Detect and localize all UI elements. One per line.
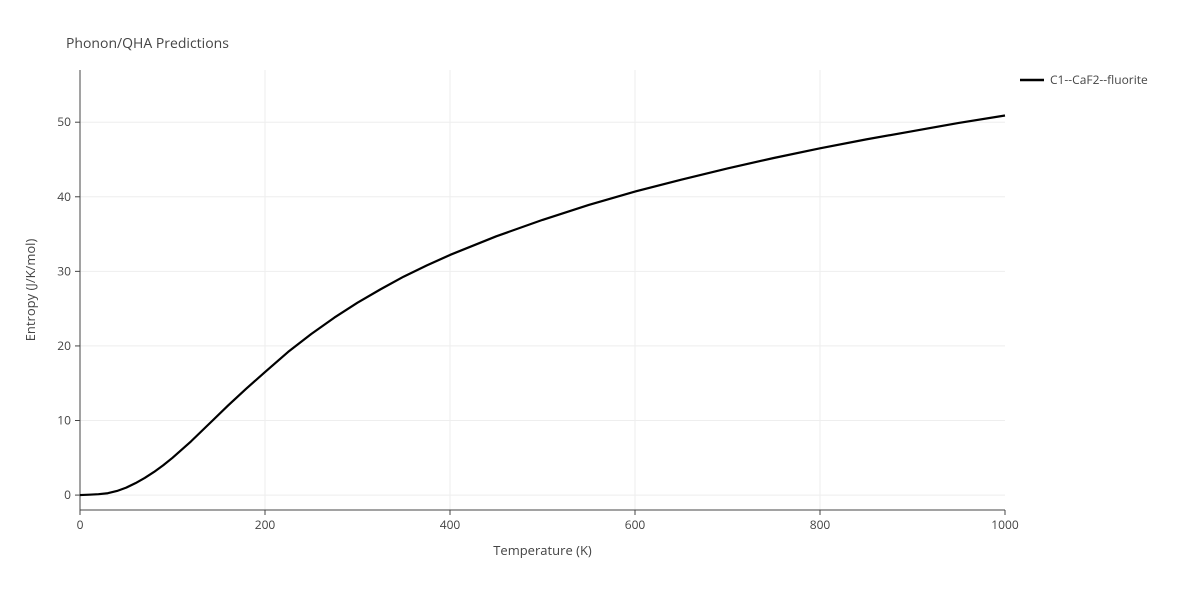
y-tick-label: 30 bbox=[57, 262, 71, 279]
chart-title: Phonon/QHA Predictions bbox=[66, 34, 229, 53]
y-tick-label: 40 bbox=[57, 188, 71, 205]
x-tick-label: 0 bbox=[77, 516, 84, 533]
y-tick-label: 10 bbox=[57, 412, 71, 429]
legend-label-0: C1--CaF2--fluorite bbox=[1050, 71, 1148, 88]
axes-layer: 0 200 400 600 800 1000 0 10 20 30 40 50 Temperature … bbox=[21, 70, 1019, 559]
x-tick-label: 400 bbox=[440, 516, 461, 533]
x-tick-label: 1000 bbox=[991, 516, 1019, 533]
x-axis-label: Temperature (K) bbox=[493, 541, 592, 559]
chart-container: Phonon/QHA Predictions 02004006008001000… bbox=[0, 0, 1200, 600]
entropy-chart: 0 200 400 600 800 1000 0 10 20 30 40 50 Temperature … bbox=[0, 0, 1200, 600]
x-tick-label: 800 bbox=[810, 516, 831, 533]
series-layer bbox=[80, 115, 1005, 495]
y-tick-label: 20 bbox=[57, 337, 71, 354]
y-tick-label: 50 bbox=[57, 113, 71, 130]
y-axis-label: Entropy (J/K/mol) bbox=[21, 239, 39, 342]
grid-layer bbox=[80, 70, 1005, 510]
series-line-0 bbox=[80, 115, 1005, 495]
legend-layer: C1--CaF2--fluorite bbox=[1020, 71, 1148, 88]
y-tick-label: 0 bbox=[64, 486, 71, 503]
x-tick-label: 600 bbox=[625, 516, 646, 533]
x-tick-label: 200 bbox=[255, 516, 276, 533]
